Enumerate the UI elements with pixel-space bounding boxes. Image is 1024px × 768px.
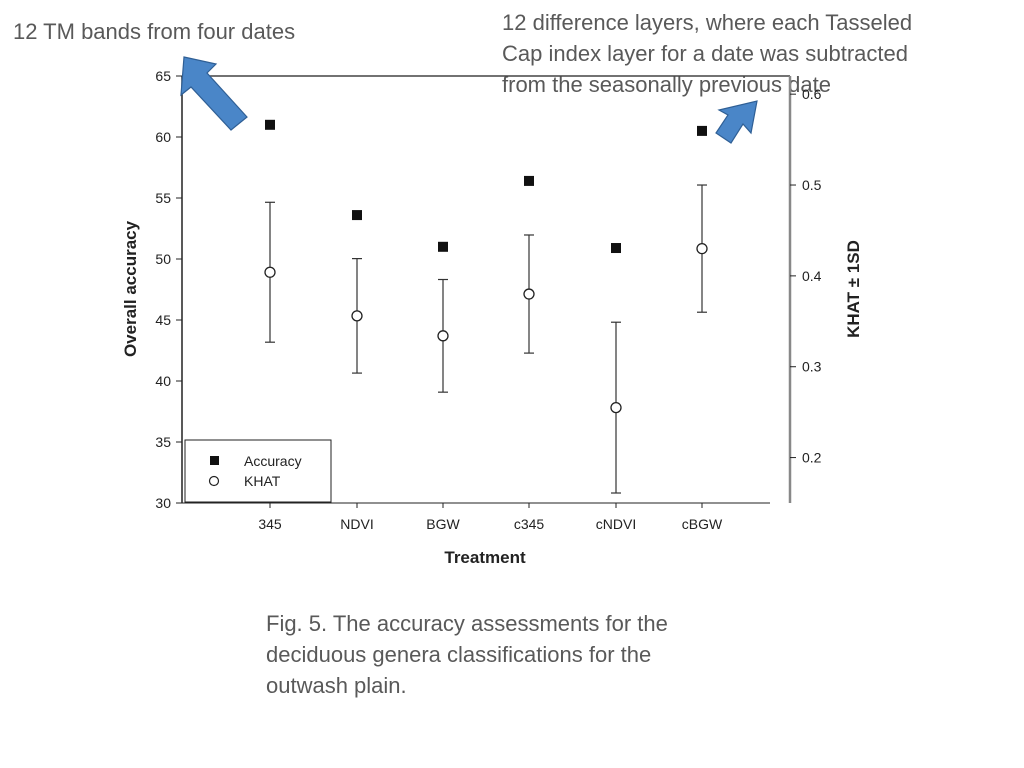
right-axis-tick-label: 0.2 [802,450,822,466]
right-axis-tick-label: 0.4 [802,268,822,284]
left-axis-tick-label: 60 [155,129,171,145]
left-annotation: 12 TM bands from four dates [13,19,296,44]
right-annotation-line-2: Cap index layer for a date was subtracte… [502,41,909,66]
caption-line-2: deciduous genera classifications for the [266,642,652,667]
left-axis-tick-label: 50 [155,251,171,267]
x-axis-tick-label: c345 [514,516,545,532]
accuracy-point [352,210,362,221]
x-axis-tick-label: 345 [258,516,282,532]
figure-caption: Fig. 5. The accuracy assessments for the… [266,608,786,701]
khat-point [610,401,622,414]
caption-line-3: outwash plain. [266,673,407,698]
khat-point [523,288,535,300]
khat-point [437,330,449,342]
left-axis-tick-label: 55 [155,190,171,206]
khat-point [696,242,708,255]
right-annotation-arrow-icon [715,100,758,144]
legend-accuracy-label: Accuracy [244,453,302,469]
x-axis-title: Treatment [444,548,526,567]
left-axis-tick-label: 40 [155,373,171,389]
accuracy-point [524,175,534,186]
x-axis-tick-label: cBGW [682,516,723,532]
y-axis-title: Overall accuracy [121,220,140,357]
right-axis-tick-label: 0.5 [802,177,822,193]
left-axis-tick-label: 45 [155,312,171,328]
accuracy-point [611,243,621,254]
left-axis-tick-label: 65 [155,68,171,84]
y2-axis-title: KHAT ± 1SD [844,240,863,338]
left-axis-tick-label: 30 [155,495,171,511]
left-axis-tick-label: 35 [155,434,171,450]
accuracy-point [438,241,448,252]
accuracy-point [697,125,707,136]
right-axis-tick-label: 0.3 [802,359,822,375]
legend-khat-label: KHAT [244,473,281,489]
left-annotation-arrow-icon [180,56,248,131]
caption-line-1: Fig. 5. The accuracy assessments for the [266,611,668,636]
right-annotation-line-1: 12 difference layers, where each Tassele… [502,10,913,35]
khat-point [264,266,276,278]
accuracy-point [265,119,275,130]
legend-box [184,439,332,503]
legend-khat-marker [208,475,220,487]
x-axis-tick-label: NDVI [340,516,373,532]
right-axis-tick-label: 0.6 [802,86,822,102]
legend-accuracy-marker [210,456,219,465]
khat-point [351,310,363,322]
x-axis-tick-label: BGW [426,516,460,532]
x-axis-tick-label: cNDVI [596,516,636,532]
